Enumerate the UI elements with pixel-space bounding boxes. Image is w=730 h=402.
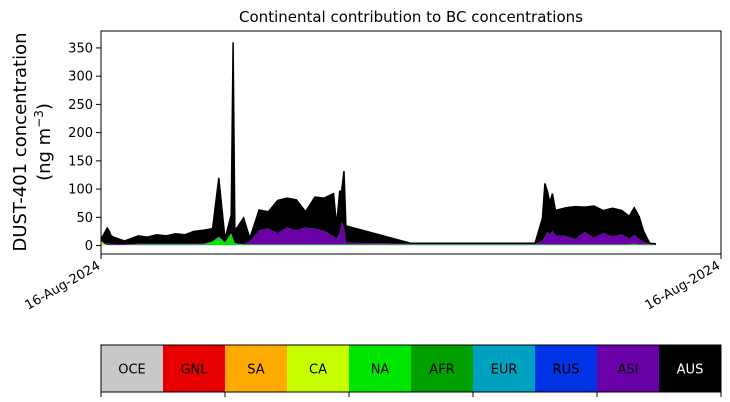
y-tick-label: 50 <box>76 211 93 226</box>
legend-label-gnl: GNL <box>180 363 208 378</box>
area-asi <box>101 221 656 245</box>
y-tick-label: 250 <box>68 98 93 113</box>
legend-swatch-asi <box>597 345 660 392</box>
legend-swatch-aus <box>659 345 722 392</box>
legend-label-asi: ASI <box>618 363 639 378</box>
legend-swatch-gnl <box>163 345 226 392</box>
x-tick-label: 16-Aug-2024 <box>23 258 103 313</box>
total-line <box>100 42 656 245</box>
area-oce <box>101 245 656 246</box>
legend-label-oce: OCE <box>118 363 146 378</box>
legend-frame <box>100 344 722 393</box>
legend-swatch-ca <box>287 345 350 392</box>
y-axis: 0 50 100 150 200 250 300 350 <box>68 41 101 254</box>
y-axis-label-line2: (ng m−3) <box>32 103 55 181</box>
total-concentration-line <box>100 42 656 245</box>
legend-label-afr: AFR <box>429 363 454 378</box>
x-axis: 16-Aug-2024 16-Aug-2024 <box>23 254 723 314</box>
stacked-areas <box>101 42 656 246</box>
y-tick-label: 200 <box>68 126 93 141</box>
x-tick-label: 16-Aug-2024 <box>643 258 723 313</box>
legend-swatch-na <box>349 345 412 392</box>
y-tick-label: 300 <box>68 70 93 85</box>
region-colorbar: OCE GNL SA CA NA AFR EUR RUS ASI AUS <box>100 344 722 397</box>
y-tick-label: 100 <box>68 183 93 198</box>
y-tick-label: 0 <box>85 239 93 254</box>
area-aus <box>101 42 656 245</box>
legend-swatch-eur <box>473 345 536 392</box>
y-tick-label: 350 <box>68 41 93 56</box>
legend-label-na: NA <box>371 363 390 378</box>
legend-label-rus: RUS <box>553 363 580 378</box>
legend-label-eur: EUR <box>491 363 518 378</box>
legend-label-ca: CA <box>309 363 327 378</box>
y-axis-label-line1: DUST-401 concentration <box>10 32 31 251</box>
legend-label-sa: SA <box>247 363 264 378</box>
y-tick-label: 150 <box>68 154 93 169</box>
chart-title: Continental contribution to BC concentra… <box>239 8 583 26</box>
legend-swatch-oce <box>101 345 164 392</box>
legend-swatch-sa <box>225 345 288 392</box>
plot-frame <box>100 30 722 255</box>
legend-swatch-rus <box>535 345 598 392</box>
legend-swatch-afr <box>411 345 474 392</box>
legend-label-aus: AUS <box>677 363 704 378</box>
